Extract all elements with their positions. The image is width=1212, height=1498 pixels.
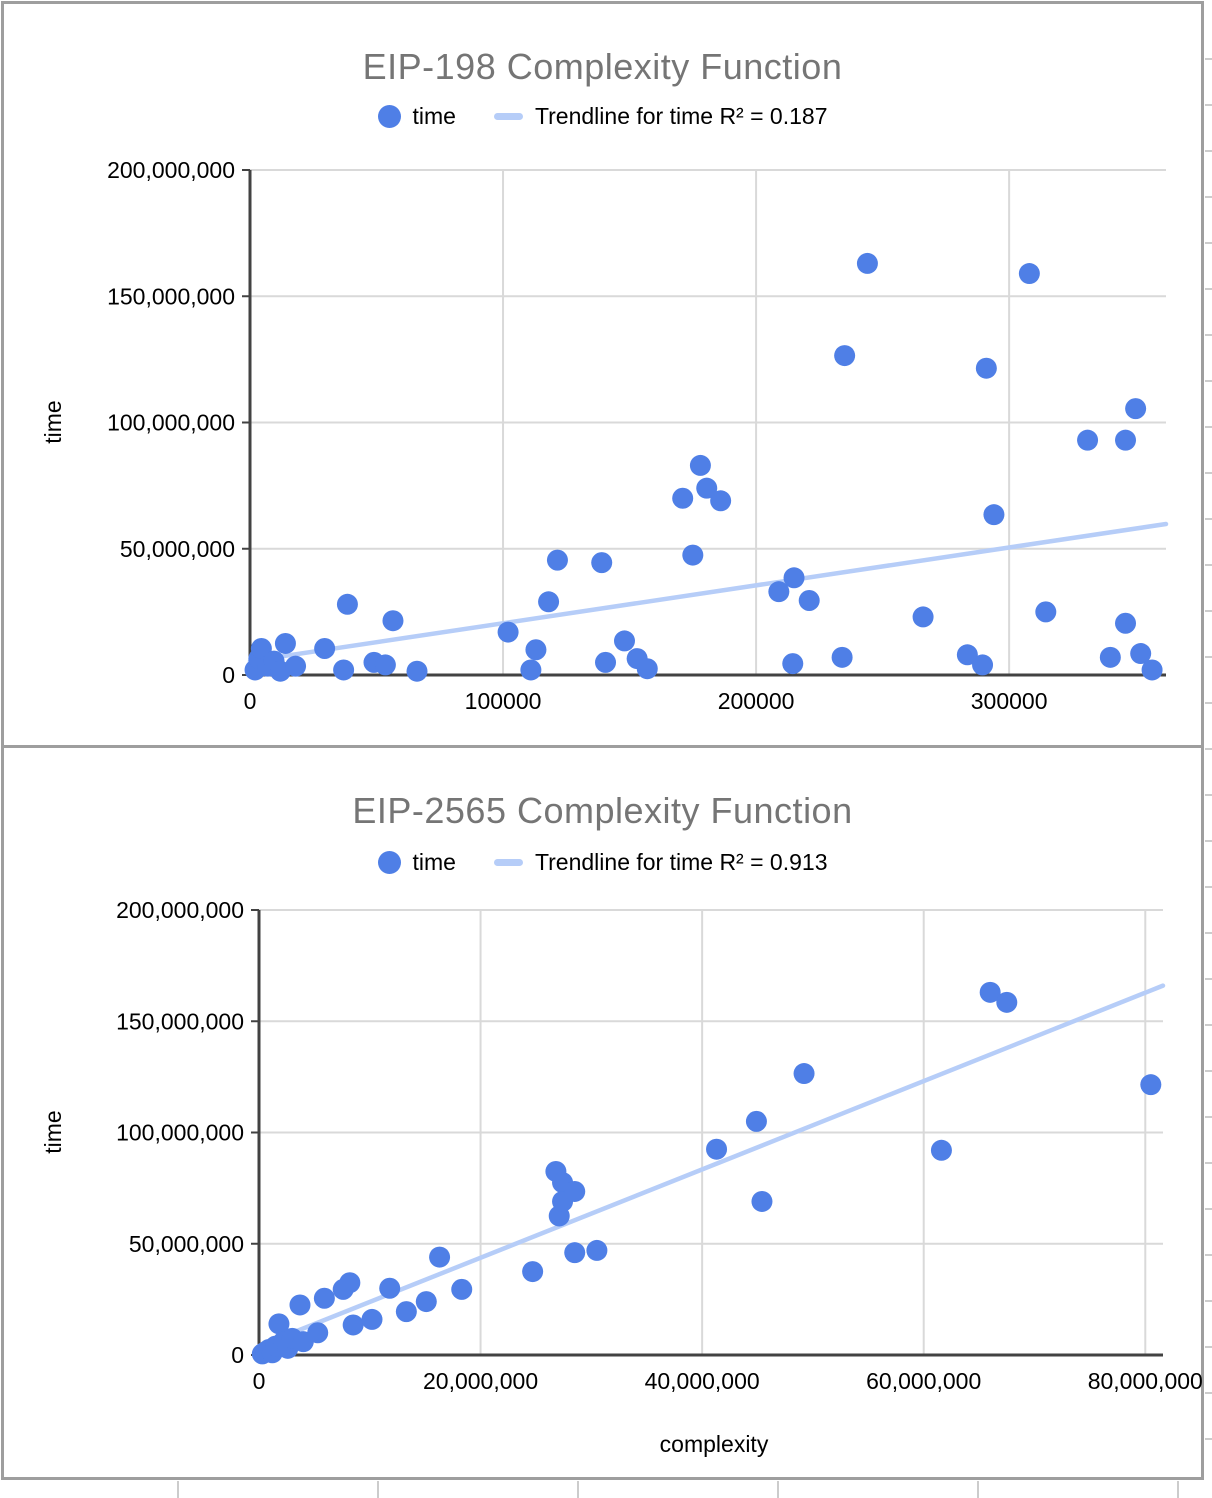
chart-title: EIP-2565 Complexity Function	[352, 790, 853, 831]
chart-title: EIP-198 Complexity Function	[362, 46, 843, 87]
spreadsheet-row-gridline-strip	[1205, 0, 1212, 1498]
legend-item-trendline: Trendline for time R² = 0.913	[493, 848, 828, 876]
legend-trendline-label: Trendline for time R² = 0.913	[534, 848, 828, 875]
series-dot-icon	[377, 104, 401, 128]
legend-trendline-label: Trendline for time R² = 0.187	[534, 102, 828, 129]
legend-series-label: time	[412, 102, 456, 129]
y-axis-title: time	[40, 400, 66, 444]
trendline-swatch-icon	[493, 858, 523, 866]
legend-item-time: time	[377, 102, 456, 130]
chart-legend: time Trendline for time R² = 0.913	[4, 848, 1201, 876]
chart-card-eip2565[interactable]: EIP-2565 Complexity Function time Trendl…	[1, 748, 1204, 1480]
spreadsheet-column-gridline-strip	[0, 1481, 1212, 1498]
chart-legend: time Trendline for time R² = 0.187	[4, 102, 1201, 130]
series-dot-icon	[377, 850, 401, 874]
chart-card-eip198[interactable]: EIP-198 Complexity Function time Trendli…	[1, 1, 1204, 748]
legend-item-time: time	[377, 848, 456, 876]
legend-item-trendline: Trendline for time R² = 0.187	[493, 102, 828, 130]
legend-series-label: time	[412, 848, 456, 875]
trendline-swatch-icon	[493, 112, 523, 120]
x-axis-title: complexity	[659, 1431, 769, 1457]
y-axis-title: time	[40, 1110, 66, 1154]
